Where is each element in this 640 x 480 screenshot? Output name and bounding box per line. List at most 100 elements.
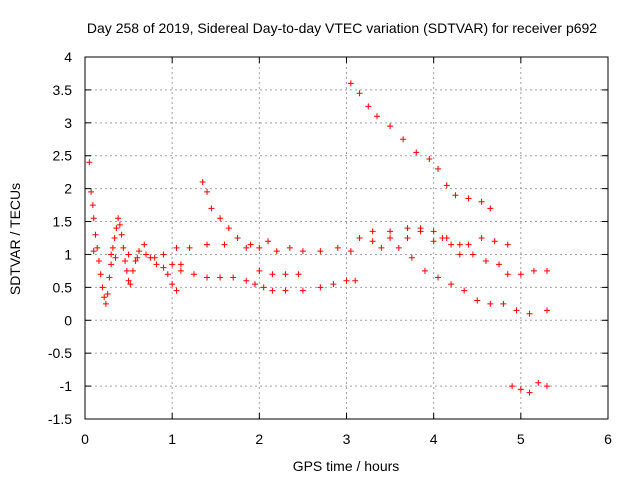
data-point — [417, 225, 424, 232]
data-point — [251, 281, 258, 288]
data-point — [448, 281, 455, 288]
data-point — [177, 261, 184, 268]
data-point — [177, 267, 184, 274]
data-point — [127, 281, 134, 288]
data-point — [517, 271, 524, 278]
data-point — [478, 235, 485, 241]
data-point — [387, 123, 394, 130]
series-track-f — [378, 244, 550, 317]
data-point — [208, 205, 215, 212]
data-point — [204, 241, 211, 248]
series-early-cloud — [86, 159, 184, 307]
data-point — [225, 225, 232, 232]
data-point — [104, 290, 111, 297]
data-point — [404, 225, 411, 232]
axis-ticks — [84, 56, 609, 420]
data-point — [129, 267, 136, 274]
x-tick-label: 2 — [255, 431, 263, 447]
data-point — [199, 179, 206, 186]
x-tick-label: 1 — [168, 431, 176, 447]
data-point — [169, 281, 176, 288]
data-point — [543, 307, 550, 314]
data-point — [230, 274, 237, 281]
data-point — [448, 241, 455, 248]
grid — [85, 57, 608, 419]
data-point — [112, 254, 119, 261]
data-point — [404, 235, 411, 241]
data-point — [395, 244, 402, 251]
data-point — [365, 103, 372, 110]
data-point — [347, 80, 354, 87]
x-axis-label: GPS time / hours — [293, 458, 400, 474]
data-point — [234, 235, 241, 241]
data-point — [132, 258, 139, 265]
data-point — [265, 238, 272, 245]
data-point — [101, 294, 108, 301]
data-point — [92, 231, 99, 238]
data-point — [282, 287, 289, 294]
data-point — [86, 159, 93, 166]
data-point — [122, 258, 129, 265]
data-point — [478, 198, 485, 205]
data-point — [243, 244, 250, 251]
data-point — [491, 238, 498, 245]
data-point — [369, 228, 376, 235]
data-point — [217, 274, 224, 281]
series-track-h — [199, 179, 250, 251]
y-tick-label: 1.5 — [53, 214, 73, 230]
series-track-c — [256, 267, 302, 278]
data-point — [99, 284, 106, 291]
x-tick-label: 6 — [604, 431, 612, 447]
y-axis-label: SDTVAR / TECUs — [7, 183, 23, 295]
series-track-a — [90, 228, 511, 258]
data-point — [295, 271, 302, 278]
data-point — [111, 235, 118, 241]
data-point — [143, 251, 150, 258]
data-point — [243, 277, 250, 284]
data-point — [387, 235, 394, 241]
data-point — [115, 215, 122, 222]
data-point — [123, 267, 130, 274]
data-point — [108, 261, 115, 268]
data-point — [356, 235, 363, 241]
data-point — [469, 251, 476, 258]
x-tick-label: 0 — [81, 431, 89, 447]
data-point — [94, 244, 101, 251]
data-point — [535, 379, 542, 386]
data-point — [504, 241, 511, 248]
data-point — [169, 261, 176, 268]
data-point — [256, 244, 263, 251]
data-point — [461, 287, 468, 294]
data-point — [221, 241, 228, 248]
data-point — [509, 383, 516, 390]
data-point — [256, 267, 263, 274]
data-point — [496, 261, 503, 268]
data-point — [443, 235, 450, 241]
data-point — [330, 281, 337, 288]
data-point — [543, 383, 550, 390]
data-point — [430, 238, 437, 245]
data-point — [482, 258, 489, 265]
data-point — [286, 244, 293, 251]
data-point — [217, 215, 224, 222]
y-tick-label: 0.5 — [53, 279, 73, 295]
y-tick-label: 0 — [64, 312, 72, 328]
data-point — [190, 271, 197, 278]
y-tick-label: -1.5 — [48, 411, 72, 427]
data-point — [269, 271, 276, 278]
series-track-e — [369, 225, 550, 278]
data-point — [113, 225, 120, 232]
data-point — [513, 307, 520, 314]
data-point — [247, 241, 254, 248]
data-point — [413, 149, 420, 156]
y-tick-label: 3 — [64, 115, 72, 131]
data-point — [517, 386, 524, 393]
data-point — [269, 287, 276, 294]
data-point — [452, 192, 459, 199]
data-point — [204, 188, 211, 195]
data-point — [160, 264, 167, 271]
data-point — [273, 248, 280, 255]
data-point — [108, 251, 115, 258]
data-point — [474, 297, 481, 304]
data-point — [421, 267, 428, 274]
